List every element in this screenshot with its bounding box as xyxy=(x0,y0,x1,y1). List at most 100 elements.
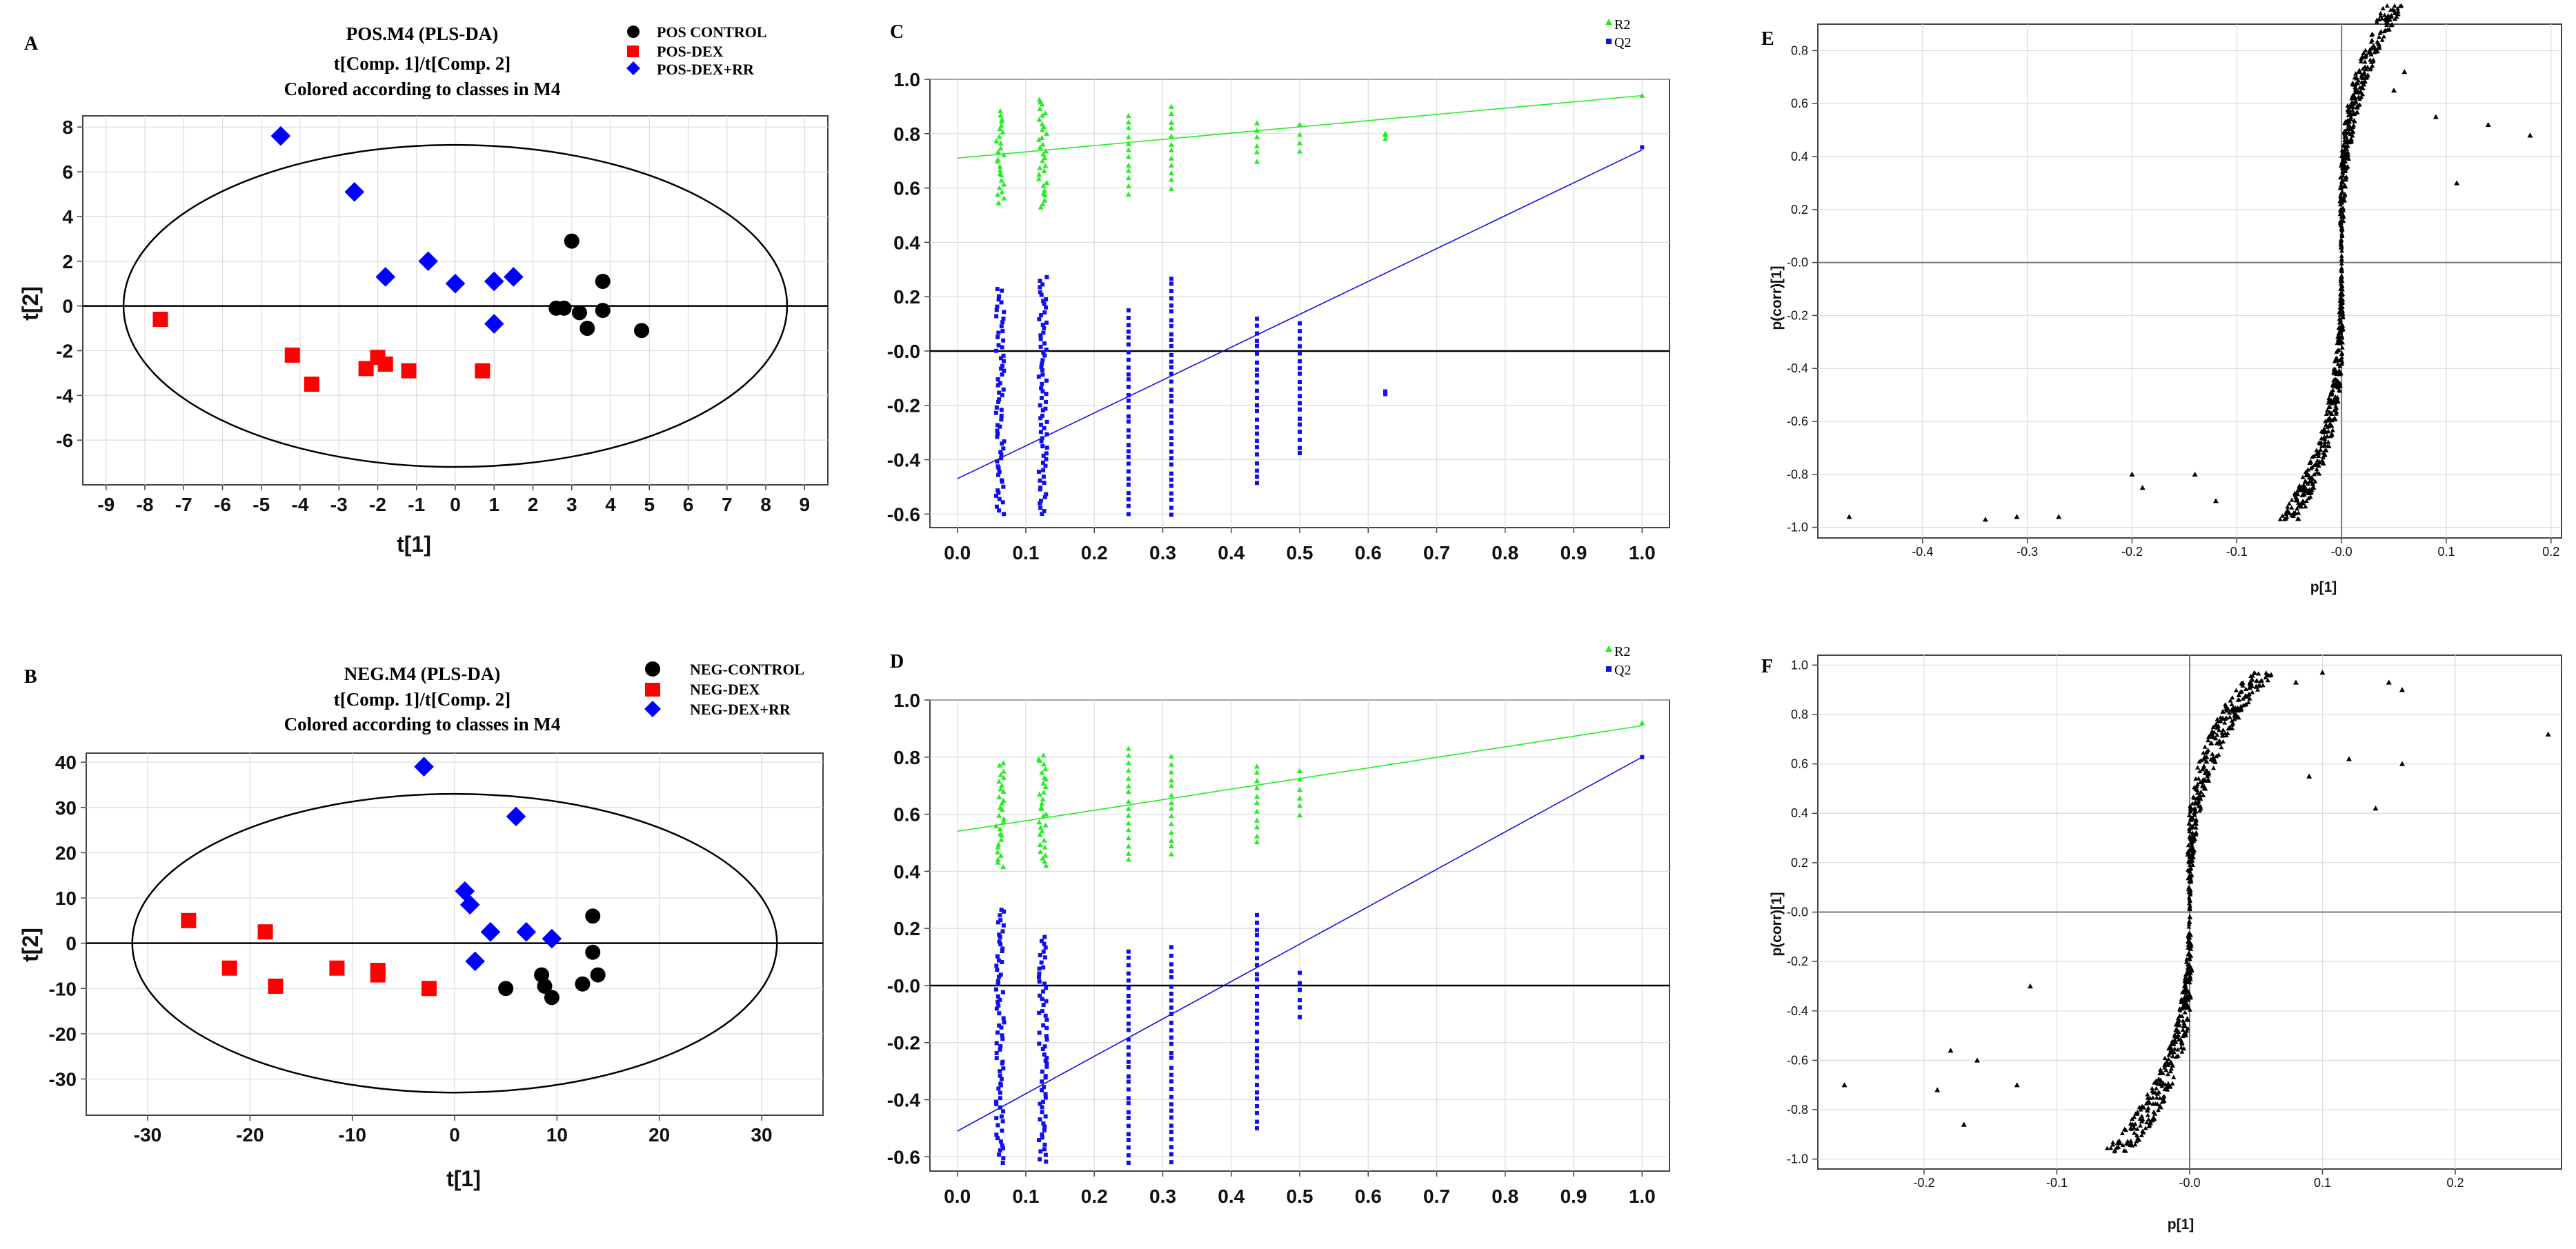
r2-point xyxy=(1125,843,1131,849)
r2-point xyxy=(997,170,1003,177)
loading-point xyxy=(2308,466,2314,470)
loading-point xyxy=(2187,872,2192,877)
loading-point xyxy=(2223,715,2229,720)
loading-point xyxy=(2189,823,2194,829)
loading-point xyxy=(2134,1126,2140,1131)
q2-point xyxy=(1254,1090,1259,1095)
q2-point xyxy=(1043,1092,1048,1097)
q2-point xyxy=(1298,446,1302,450)
q2-point xyxy=(1039,960,1044,965)
loading-point xyxy=(2110,1142,2116,1147)
loading-point xyxy=(2186,942,2191,947)
r2-point xyxy=(1040,190,1047,196)
r2-point xyxy=(1168,777,1174,783)
loading-point xyxy=(2185,1015,2190,1021)
x-tick-label: 0 xyxy=(449,1124,460,1146)
loading-point xyxy=(2326,404,2332,410)
data-point-diamond xyxy=(459,895,480,915)
loading-point xyxy=(2348,117,2353,121)
data-point-circle xyxy=(544,990,559,1006)
q2-point xyxy=(1039,292,1044,297)
loading-point xyxy=(2154,1080,2160,1086)
loading-point xyxy=(2285,504,2290,509)
loading-point xyxy=(2341,218,2346,223)
q2-point xyxy=(1254,380,1259,385)
panel-a-ylabel: t[2] xyxy=(18,286,43,321)
q2-point xyxy=(1126,1014,1131,1019)
loading-point xyxy=(2152,1080,2157,1085)
loading-point xyxy=(2170,1053,2176,1059)
legend-pos-control-label: POS CONTROL xyxy=(657,23,767,41)
q2-point xyxy=(1126,1123,1131,1128)
loading-point xyxy=(2187,976,2192,981)
loading-point xyxy=(2229,718,2235,723)
x-tick-label: -0.0 xyxy=(2331,545,2352,559)
q2-point xyxy=(1126,1153,1131,1158)
loading-point xyxy=(2314,448,2319,452)
panel-f-xlabel: p[1] xyxy=(2168,1217,2194,1232)
r2-point xyxy=(1125,827,1131,832)
q2-point xyxy=(1126,1160,1131,1165)
loading-point xyxy=(2339,231,2344,236)
loading-point xyxy=(2230,695,2235,700)
panel-b-letter: B xyxy=(24,666,37,688)
q2-point xyxy=(1038,1149,1043,1154)
y-tick-label: -0.4 xyxy=(887,1090,921,1111)
y-tick-label: 0 xyxy=(62,296,73,317)
x-tick-label: 0.8 xyxy=(1492,542,1518,563)
q2-point xyxy=(1126,350,1131,354)
q2-point xyxy=(995,968,1000,972)
q2-point xyxy=(1126,1006,1131,1011)
q2-point xyxy=(1254,920,1259,925)
r2-point xyxy=(1000,797,1007,803)
q2-point xyxy=(1169,998,1173,1003)
q2-point xyxy=(999,452,1004,457)
loading-point xyxy=(2310,476,2315,481)
loading-point xyxy=(2332,417,2338,421)
loading-point xyxy=(2186,895,2192,900)
loading-point xyxy=(2192,821,2197,826)
loading-point xyxy=(2314,461,2319,466)
r2-point xyxy=(1037,144,1043,150)
r2-point xyxy=(1168,830,1174,835)
r2-point xyxy=(1639,92,1645,98)
r2-point xyxy=(1043,811,1049,817)
r2-point xyxy=(1001,181,1007,187)
data-point-circle xyxy=(595,303,611,319)
loading-point xyxy=(2134,1132,2139,1137)
r2-point xyxy=(996,812,1002,818)
q2-point xyxy=(1254,977,1259,982)
q2-point xyxy=(997,1152,1002,1157)
q2-point xyxy=(999,408,1004,412)
loading-outlier xyxy=(2014,1082,2020,1088)
x-tick-label: 0.6 xyxy=(1355,542,1382,563)
q2-point xyxy=(1042,509,1047,514)
loading-point xyxy=(2181,1005,2186,1010)
loading-point xyxy=(2339,182,2344,188)
q2-point xyxy=(1298,351,1302,356)
r2-point xyxy=(1042,154,1048,161)
loading-point xyxy=(2344,134,2349,139)
loading-point xyxy=(2341,214,2346,219)
q2-point xyxy=(1043,463,1048,468)
loading-point xyxy=(2186,937,2192,942)
q2-point xyxy=(996,958,1001,963)
x-tick-label: 0.2 xyxy=(2542,545,2559,559)
q2-point xyxy=(1254,425,1259,430)
q2-point xyxy=(1044,419,1049,424)
y-tick-label: 0.6 xyxy=(893,804,920,826)
loading-point xyxy=(2286,501,2292,506)
loading-point xyxy=(2174,1029,2180,1034)
loading-point xyxy=(2215,719,2221,723)
loading-outlier xyxy=(2454,180,2460,186)
r2-point xyxy=(1041,789,1047,795)
loading-point xyxy=(2390,7,2395,12)
r2-point xyxy=(1125,850,1131,856)
loading-point xyxy=(2150,1095,2156,1100)
q2-point xyxy=(1298,429,1302,434)
loading-point xyxy=(2342,192,2348,198)
y-tick-label: 0.2 xyxy=(1791,856,1808,870)
y-tick-label: 4 xyxy=(62,206,73,228)
loading-point xyxy=(2339,292,2344,297)
hotelling-ellipse xyxy=(122,143,789,468)
